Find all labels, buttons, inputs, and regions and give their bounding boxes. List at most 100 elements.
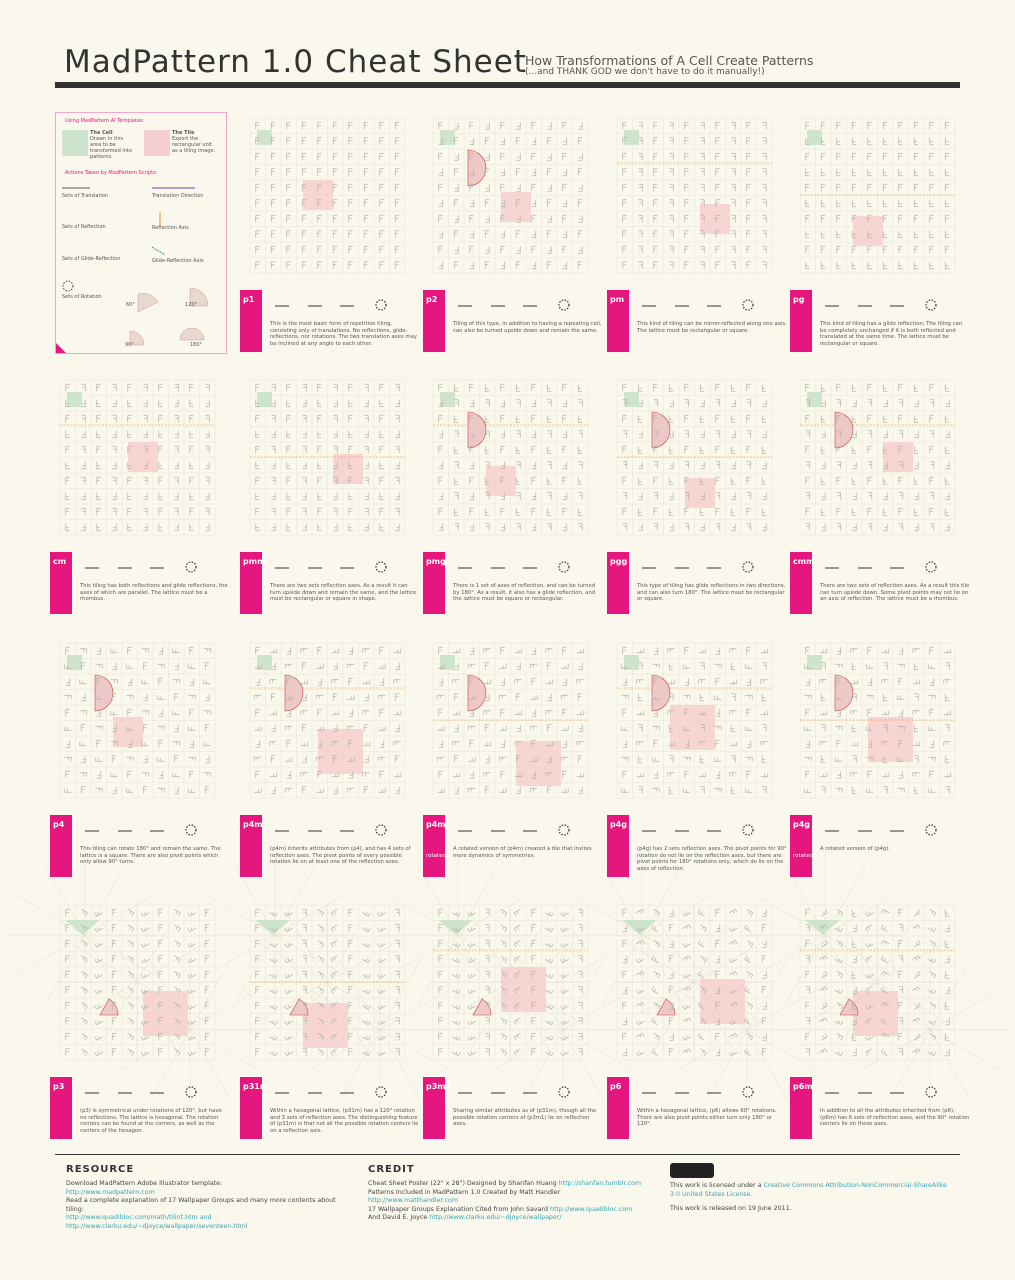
- f-glyph: [112, 523, 117, 532]
- f-glyph: [331, 741, 339, 746]
- f-glyph: [317, 492, 322, 501]
- f-glyph: [913, 662, 919, 671]
- f-glyph: [622, 740, 628, 748]
- f-glyph: [653, 245, 658, 254]
- footer-link[interactable]: http://www.madpattern.com: [66, 1188, 155, 1196]
- rotation-wedge: [289, 998, 309, 1016]
- f-glyph: [454, 399, 459, 407]
- f-glyph: [332, 755, 338, 763]
- f-glyph: [820, 755, 826, 764]
- f-glyph: [269, 942, 278, 948]
- f-glyph: [516, 523, 521, 531]
- f-glyph: [140, 1035, 150, 1041]
- f-glyph: [516, 246, 521, 254]
- f-glyph: [205, 523, 210, 532]
- f-glyph: [700, 121, 705, 130]
- f-glyph: [683, 756, 691, 762]
- f-glyph: [63, 788, 72, 793]
- f-glyph: [111, 1032, 117, 1041]
- f-glyph: [684, 152, 689, 161]
- f-glyph: [715, 523, 721, 531]
- f-glyph: [851, 415, 857, 423]
- f-glyph: [820, 693, 826, 702]
- f-glyph: [126, 756, 134, 762]
- license-link[interactable]: Creative Commons Attribution-NonCommerci…: [670, 1182, 948, 1198]
- f-glyph: [820, 261, 826, 270]
- f-glyph: [395, 476, 400, 485]
- f-glyph: [96, 476, 101, 485]
- f-glyph: [143, 507, 148, 516]
- f-glyph: [452, 741, 460, 746]
- f-glyph: [112, 383, 117, 392]
- f-glyph: [379, 523, 384, 532]
- tile: [853, 991, 898, 1036]
- footer-link[interactable]: http://www.clarku.edu/~djoyce/wallpaper/…: [66, 1222, 248, 1230]
- f-glyph: [912, 772, 920, 777]
- f-glyph: [531, 1048, 536, 1056]
- f-glyph: [745, 756, 753, 762]
- f-glyph: [378, 726, 386, 731]
- f-glyph: [898, 152, 903, 161]
- f-glyph: [882, 152, 888, 161]
- f-glyph: [746, 261, 751, 269]
- f-glyph: [545, 772, 553, 777]
- f-glyph: [255, 740, 261, 748]
- f-glyph: [622, 445, 627, 454]
- f-glyph: [805, 383, 810, 392]
- action-icon: [185, 824, 197, 836]
- f-glyph: [317, 970, 325, 979]
- rotation-wedge: [99, 998, 119, 1016]
- f-glyph: [395, 939, 400, 948]
- f-glyph: [127, 740, 133, 748]
- f-glyph: [729, 939, 738, 945]
- f-glyph: [500, 476, 505, 485]
- f-glyph: [65, 986, 70, 994]
- legend-label: Glide-Reflection Axis: [152, 258, 204, 264]
- f-glyph: [914, 755, 919, 763]
- f-glyph: [300, 741, 309, 747]
- f-glyph: [270, 137, 276, 145]
- f-glyph: [395, 970, 400, 979]
- f-glyph: [500, 399, 506, 408]
- footer-link[interactable]: http://shanfan.tumblr.com: [558, 1180, 642, 1187]
- f-glyph: [547, 184, 552, 192]
- f-glyph: [928, 694, 936, 700]
- f-glyph: [174, 507, 179, 516]
- f-glyph: [746, 383, 751, 392]
- f-glyph: [852, 399, 857, 408]
- f-glyph: [729, 710, 737, 715]
- f-glyph: [255, 523, 260, 532]
- f-glyph: [762, 137, 767, 145]
- f-glyph: [635, 989, 645, 995]
- f-glyph: [715, 709, 721, 717]
- f-glyph: [805, 955, 811, 963]
- f-glyph: [562, 214, 567, 223]
- group-tag: pg: [790, 290, 812, 352]
- f-glyph: [269, 679, 277, 684]
- f-glyph: [913, 415, 919, 423]
- f-glyph: [803, 788, 812, 793]
- f-glyph: [898, 924, 904, 932]
- f-glyph: [364, 461, 369, 470]
- footer-link[interactable]: http://www.quadibloc.com: [549, 1205, 633, 1213]
- f-glyph: [362, 679, 371, 685]
- f-glyph: [682, 924, 692, 930]
- f-glyph: [762, 523, 767, 532]
- f-glyph: [762, 430, 767, 439]
- f-glyph: [653, 414, 658, 423]
- footer-link[interactable]: http://www.clarku.edu/~djoyce/wallpaper/: [429, 1214, 562, 1222]
- footer-link[interactable]: http://www.matthandler.com: [368, 1197, 459, 1205]
- f-glyph: [514, 710, 523, 716]
- f-glyph: [469, 214, 474, 223]
- f-glyph: [286, 523, 291, 532]
- f-glyph: [379, 121, 384, 130]
- f-glyph: [377, 973, 386, 979]
- cell: [440, 655, 455, 670]
- action-icon: [925, 1086, 937, 1098]
- f-glyph: [531, 414, 536, 423]
- f-glyph: [330, 1032, 338, 1041]
- f-glyph: [578, 246, 583, 254]
- f-glyph: [805, 924, 811, 932]
- footer-link[interactable]: http://www.quadibloc.com/math/tilint.htm…: [66, 1214, 212, 1222]
- f-glyph: [516, 153, 521, 161]
